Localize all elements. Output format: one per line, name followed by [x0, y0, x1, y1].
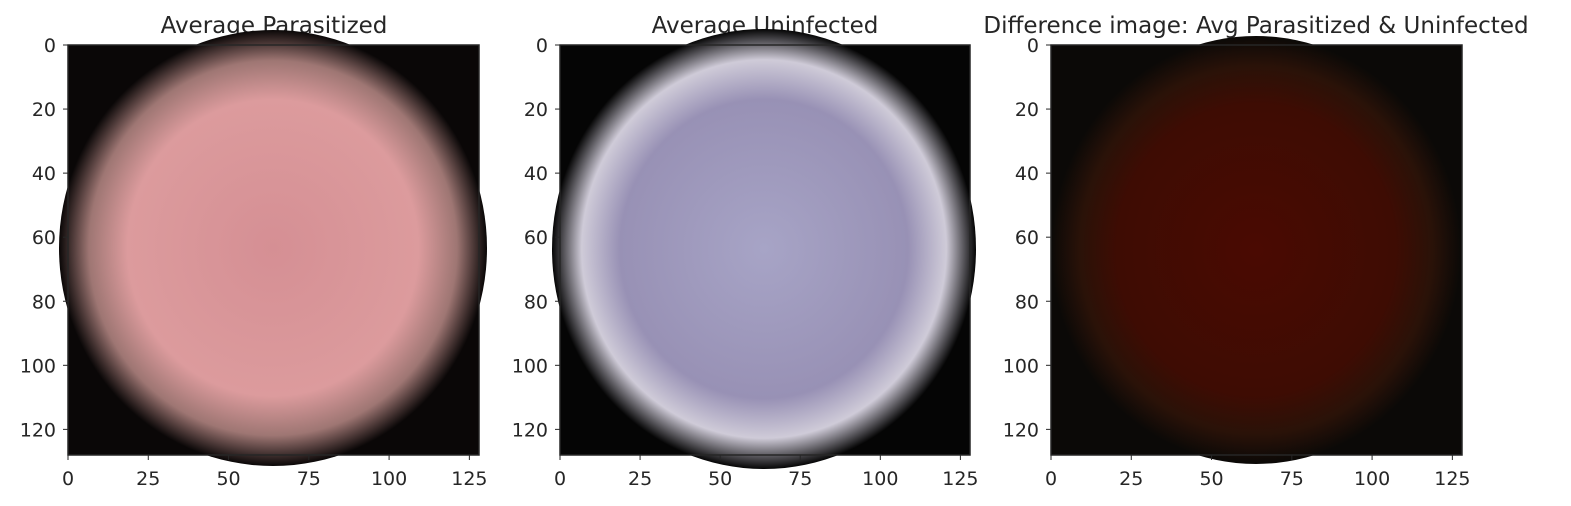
y-tick-label: 120 [20, 419, 56, 441]
x-tick-label: 25 [1119, 468, 1143, 490]
y-tick-label: 120 [1003, 419, 1039, 441]
y-tick-label: 100 [20, 355, 56, 377]
x-tick-label: 0 [554, 468, 566, 490]
panel-parasitized: Average Parasitized 0 25 50 75 100 125 020406… [20, 13, 488, 490]
y-tick-label: 0 [44, 35, 56, 57]
cell-image-uninfected [552, 29, 976, 469]
x-tick-label: 50 [708, 468, 732, 490]
y-tick-label: 60 [524, 227, 548, 249]
y-tick-label: 100 [512, 355, 548, 377]
axes-frame-parasitized [67, 44, 480, 456]
x-ticks-parasitized: 0 25 50 75 100 125 [62, 455, 488, 490]
y-tick-label: 0 [536, 35, 548, 57]
cell-image-parasitized [59, 30, 487, 466]
axes-frame-uninfected [559, 44, 971, 456]
x-tick-label: 125 [942, 468, 978, 490]
panel-uninfected: Average Uninfected 0 25 50 75 100 125 0204060… [512, 13, 979, 490]
x-tick-label: 75 [297, 468, 321, 490]
x-tick-label: 100 [1354, 468, 1390, 490]
x-tick-label: 0 [62, 468, 74, 490]
y-tick-label: 100 [1003, 355, 1039, 377]
y-tick-label: 0 [1027, 35, 1039, 57]
y-tick-label: 40 [524, 163, 548, 185]
x-tick-label: 100 [862, 468, 898, 490]
axes-frame-difference [1050, 44, 1463, 456]
y-tick-label: 40 [1015, 163, 1039, 185]
y-tick-label: 60 [1015, 227, 1039, 249]
x-tick-label: 75 [788, 468, 812, 490]
y-ticks-uninfected: 0 20 40 60 80 100 120 [512, 35, 560, 441]
x-ticks-difference: 0 25 50 75 100 125 [1045, 455, 1471, 490]
x-tick-label: 50 [216, 468, 240, 490]
y-tick-label: 20 [1015, 99, 1039, 121]
panel-title-difference: Difference image: Avg Parasitized & Unin… [983, 13, 1528, 39]
x-tick-label: 125 [1434, 468, 1470, 490]
y-tick-label: 20 [32, 99, 56, 121]
y-tick-label: 120 [512, 419, 548, 441]
y-ticks-parasitized: 0 20 40 60 80 100 120 [20, 35, 68, 441]
x-tick-label: 25 [136, 468, 160, 490]
y-tick-label: 80 [1015, 291, 1039, 313]
y-tick-label: 20 [524, 99, 548, 121]
x-ticks-uninfected: 0 25 50 75 100 125 [554, 455, 979, 490]
x-tick-label: 75 [1280, 468, 1304, 490]
x-tick-label: 50 [1199, 468, 1223, 490]
x-tick-label: 0 [1045, 468, 1057, 490]
x-tick-label: 125 [451, 468, 487, 490]
y-tick-label: 60 [32, 227, 56, 249]
panel-difference: Difference image: Avg Parasitized & Unin… [983, 13, 1528, 490]
x-tick-label: 100 [371, 468, 407, 490]
y-tick-label: 80 [32, 291, 56, 313]
cell-image-difference [1051, 36, 1461, 464]
x-tick-label: 25 [628, 468, 652, 490]
y-ticks-difference: 0 20 40 60 80 100 120 [1003, 35, 1051, 441]
y-tick-label: 80 [524, 291, 548, 313]
y-tick-label: 40 [32, 163, 56, 185]
